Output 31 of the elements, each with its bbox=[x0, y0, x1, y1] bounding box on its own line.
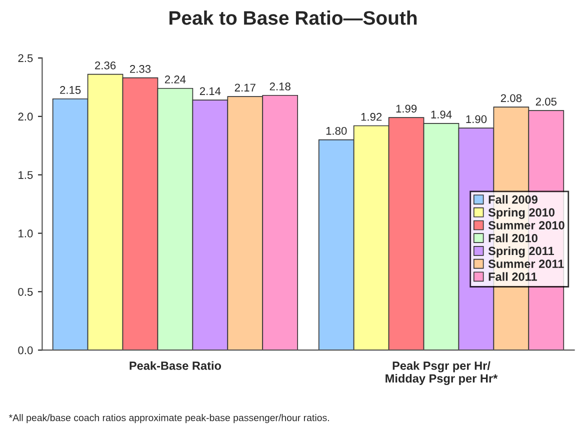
data-label: 2.24 bbox=[164, 76, 186, 84]
data-label: 2.17 bbox=[234, 84, 256, 92]
chart-title: Peak to Base Ratio—South bbox=[170, 10, 417, 25]
y-tick-label: 2.5 bbox=[18, 54, 33, 62]
legend-label: Summer 2011 bbox=[488, 260, 564, 268]
data-label: 2.33 bbox=[130, 65, 151, 73]
y-tick-label: 1.0 bbox=[18, 230, 33, 238]
legend-label: Fall 2011 bbox=[488, 272, 537, 281]
data-label: 1.80 bbox=[326, 126, 347, 135]
text: *All peak/base coach ratios approximate peak-base passenger/hour ratios. bbox=[8, 414, 329, 424]
y-tick-label: 0.5 bbox=[18, 288, 33, 296]
data-label: 2.05 bbox=[536, 98, 557, 106]
data-label: 2.14 bbox=[200, 87, 221, 95]
legend-label: Fall 2009 bbox=[488, 195, 538, 204]
data-label: 2.36 bbox=[95, 62, 116, 70]
y-tick-label: 0.0 bbox=[18, 346, 33, 354]
y-tick-label: 2.0 bbox=[18, 112, 33, 121]
data-label: 1.90 bbox=[466, 115, 487, 124]
data-label: 1.99 bbox=[396, 104, 417, 113]
data-label: 1.92 bbox=[361, 112, 382, 121]
x-tick-label: Peak-Base Ratio bbox=[130, 361, 222, 370]
data-label: 2.15 bbox=[60, 86, 81, 94]
legend-label: Summer 2010 bbox=[488, 221, 564, 230]
data-label: 2.08 bbox=[500, 94, 522, 102]
legend-label: Fall 2010 bbox=[488, 234, 538, 242]
x-tick-label: Peak Psgr per Hr/ Midday Psgr per Hr* bbox=[386, 361, 498, 386]
data-label: 2.18 bbox=[270, 82, 290, 90]
y-tick-label: 1.5 bbox=[18, 171, 33, 179]
data-label: 1.94 bbox=[431, 110, 452, 118]
legend-label: Spring 2010 bbox=[488, 208, 554, 219]
legend-label: Spring 2011 bbox=[488, 246, 554, 258]
